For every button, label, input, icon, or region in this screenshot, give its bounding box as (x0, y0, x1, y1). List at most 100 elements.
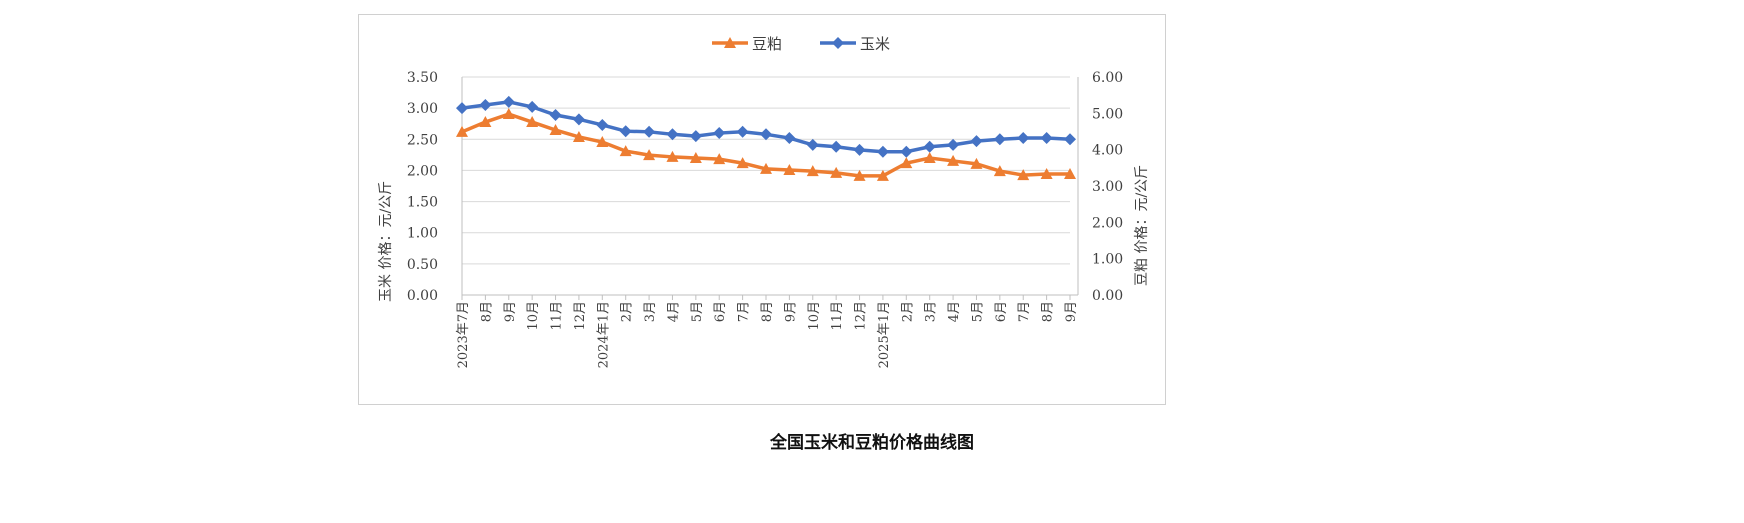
data-point-triangle (853, 169, 866, 181)
data-point-triangle (549, 124, 562, 136)
x-tick-label: 4月 (666, 301, 681, 322)
x-tick-label: 2024年1月 (596, 301, 611, 368)
data-point-diamond (479, 99, 492, 112)
x-tick-label: 6月 (994, 301, 1009, 322)
data-point-triangle (572, 130, 585, 142)
data-point-triangle (970, 157, 983, 169)
y-left-tick-label: 3.50 (407, 70, 438, 86)
line-chart: 0.00 0.50 1.00 1.50 2.00 2.50 3.00 3.50 0.00 1.00… (378, 35, 1150, 368)
x-tick-label: 4月 (947, 301, 962, 322)
x-tick-label: 2023年7月 (456, 301, 471, 368)
data-point-diamond (666, 128, 679, 141)
data-point-triangle (760, 162, 772, 174)
x-tick-label: 8月 (760, 301, 775, 322)
data-point-diamond (596, 118, 609, 131)
data-point-triangle (876, 169, 889, 181)
data-point-diamond (993, 133, 1006, 146)
legend-label: 豆粕 (752, 35, 782, 53)
data-point-triangle (479, 116, 492, 128)
y-left-tick-label: 1.00 (407, 226, 438, 242)
data-point-triangle (526, 116, 539, 128)
data-point-diamond (1017, 132, 1030, 145)
data-point-triangle (596, 136, 609, 148)
data-point-diamond (970, 135, 983, 148)
x-tick-label: 5月 (970, 301, 985, 322)
chart-frame (358, 14, 1166, 405)
x-tick-label: 6月 (713, 301, 728, 322)
data-point-triangle (947, 154, 960, 166)
data-point-diamond (947, 138, 960, 151)
x-tick-label: 2月 (620, 301, 635, 322)
x-tick-label: 10月 (526, 301, 541, 331)
data-point-diamond (736, 125, 749, 138)
data-point-diamond (1040, 132, 1053, 145)
data-point-diamond (456, 102, 468, 115)
y-left-tick-label: 0.50 (407, 257, 438, 273)
y-right-tick-label: 1.00 (1092, 252, 1123, 268)
x-tick-label: 7月 (737, 301, 752, 322)
x-tick-label: 3月 (924, 301, 939, 322)
y-left-tick-label: 2.00 (407, 163, 438, 179)
data-point-diamond (689, 130, 702, 143)
data-point-triangle (993, 165, 1006, 177)
data-point-triangle (643, 149, 656, 161)
data-point-triangle (619, 145, 632, 157)
x-tick-label: 7月 (1017, 301, 1032, 322)
y-right-tick-label: 0.00 (1092, 288, 1123, 304)
data-point-diamond (502, 95, 515, 108)
y-right-tick-label: 3.00 (1092, 179, 1123, 195)
data-point-diamond (923, 140, 936, 153)
y-left-tick-label: 3.00 (407, 101, 438, 117)
data-point-triangle (502, 108, 515, 120)
data-point-diamond (783, 132, 796, 145)
data-point-triangle (1040, 168, 1053, 180)
y-right-tick-label: 4.00 (1092, 143, 1123, 159)
legend-triangle-icon (724, 37, 736, 48)
y-left-axis-label: 玉米 价格：元/公斤 (378, 181, 394, 302)
data-point-triangle (806, 165, 819, 177)
y-right-tick-label: 6.00 (1092, 70, 1123, 86)
y-left-tick-label: 1.50 (407, 195, 438, 211)
x-tick-label: 8月 (479, 301, 494, 322)
data-point-diamond (643, 125, 656, 138)
x-tick-label: 5月 (690, 301, 705, 322)
data-point-triangle (1017, 169, 1030, 181)
x-tick-label: 8月 (1041, 301, 1056, 322)
x-tick-label: 11月 (830, 301, 845, 331)
data-point-triangle (1064, 168, 1076, 180)
data-point-triangle (830, 166, 843, 178)
data-point-triangle (666, 150, 679, 162)
data-point-diamond (760, 128, 772, 141)
data-point-triangle (783, 164, 796, 176)
data-point-triangle (900, 157, 913, 169)
x-tick-label: 2月 (900, 301, 915, 322)
y-right-tick-label: 5.00 (1092, 106, 1123, 122)
x-tick-label: 9月 (1064, 301, 1079, 322)
y-right-axis-label: 豆粕 价格：元/公斤 (1134, 165, 1150, 286)
data-point-diamond (1064, 133, 1076, 146)
y-left-tick-label: 2.50 (407, 132, 438, 148)
x-tick-label: 3月 (643, 301, 658, 322)
data-point-triangle (689, 152, 702, 164)
chart-title: 全国玉米和豆粕价格曲线图 (770, 433, 974, 453)
y-left-tick-label: 0.00 (407, 288, 438, 304)
data-point-triangle (736, 157, 749, 169)
x-tick-label: 9月 (783, 301, 798, 322)
legend-label: 玉米 (860, 35, 890, 53)
data-point-triangle (456, 125, 468, 137)
data-point-triangle (713, 153, 726, 165)
x-tick-label: 2025年1月 (877, 301, 892, 368)
data-point-diamond (619, 125, 632, 138)
data-point-triangle (923, 152, 936, 164)
data-point-diamond (830, 140, 843, 153)
legend-diamond-icon (832, 37, 844, 49)
data-point-diamond (713, 127, 726, 140)
data-point-diamond (806, 138, 819, 151)
y-right-tick-label: 2.00 (1092, 215, 1123, 231)
data-point-diamond (549, 108, 562, 121)
x-tick-label: 12月 (854, 301, 869, 331)
data-point-diamond (572, 113, 585, 126)
data-point-diamond (900, 145, 913, 158)
data-point-diamond (876, 145, 889, 158)
x-tick-label: 10月 (807, 301, 822, 331)
